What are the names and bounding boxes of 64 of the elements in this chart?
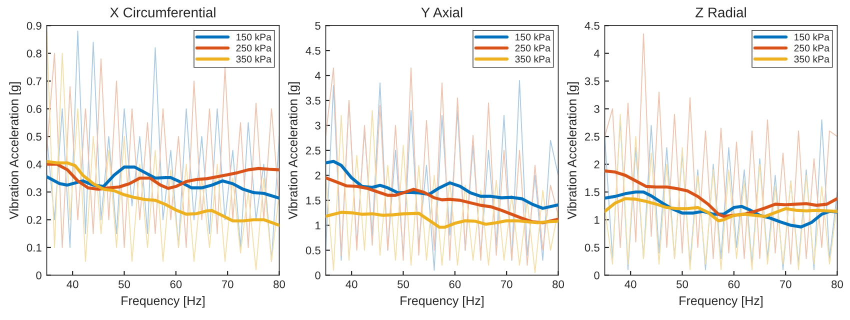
x-tick-label: 80 [832,280,843,288]
y-tick-label: 0.5 [306,246,320,254]
y-tick-label: 5 [315,22,320,30]
chart-title: Z Radial [696,7,746,18]
chart-title: Y Axial [421,7,462,18]
legend-label: 350 kPa [236,55,272,63]
y-tick-label: 4.5 [584,22,600,30]
y-axis-title: Vibration Acceleration [g] [9,82,21,220]
x-tick-label: 50 [676,280,688,288]
legend-label: 350 kPa [794,55,830,63]
x-tick-label: 60 [728,280,740,288]
y-tick-label: 0.1 [26,244,42,252]
y-tick-label: 0.2 [26,216,42,224]
y-tick-label: 0 [315,271,320,280]
y-tick-label: 0.9 [26,22,42,30]
y-tick-label: 4 [594,50,600,58]
x-tick-label: 50 [118,280,130,288]
y-tick-label: 0.4 [26,160,42,168]
y-tick-label: 0.5 [26,132,42,141]
y-axis-title: Vibration Acceleration [g] [567,82,579,220]
y-tick-label: 1.5 [306,196,320,204]
y-tick-label: 3.5 [306,96,320,105]
y-tick-label: 0.6 [26,105,42,113]
y-tick-label: 1.5 [585,188,600,196]
y-tick-label: 0 [36,271,42,280]
x-tick-label: 40 [624,280,636,288]
y-tick-label: 4.5 [306,46,320,55]
legend-label: 250 kPa [515,44,550,52]
legend-label: 250 kPa [794,44,830,52]
y-tick-label: 3 [315,122,320,130]
legend-label: 150 kPa [236,33,272,41]
x-tick-label: 70 [500,280,512,288]
y-tick-label: 0.7 [26,77,42,86]
y-tick-label: 4 [314,72,321,80]
y-tick-label: 3 [594,105,600,113]
y-tick-label: 0.8 [26,50,42,58]
y-tick-label: 1 [316,222,320,230]
y-tick-label: 0.3 [26,188,42,196]
x-tick-label: 60 [449,280,461,288]
legend-label: 350 kPa [515,55,550,63]
x-axis-title: Frequency [Hz] [400,296,484,308]
y-tick-label: 1 [594,216,600,224]
x-tick-label: 50 [398,280,409,288]
y-tick-label: 3.5 [584,77,600,86]
x-tick-label: 40 [346,280,358,288]
chart-title: X Circumferential [110,7,216,18]
y-tick-label: 2.5 [306,146,320,155]
x-tick-label: 80 [274,280,285,288]
y-tick-label: 2 [315,172,320,180]
y-axis-title: Vibration Acceleration [g] [288,82,300,220]
legend-label: 150 kPa [516,33,550,41]
x-axis-title: Frequency [Hz] [680,296,762,308]
x-tick-label: 40 [66,280,78,288]
y-tick-label: 0 [594,271,600,280]
x-tick-label: 60 [170,280,182,288]
x-tick-label: 70 [780,280,792,288]
y-tick-label: 2.5 [585,132,600,141]
x-axis-title: Frequency [Hz] [122,296,204,308]
y-tick-label: 0.5 [584,244,600,252]
legend-label: 150 kPa [794,33,830,41]
x-tick-label: 70 [222,280,234,288]
y-tick-label: 2 [594,160,600,168]
x-tick-label: 80 [552,280,564,288]
legend-label: 250 kPa [236,44,272,52]
